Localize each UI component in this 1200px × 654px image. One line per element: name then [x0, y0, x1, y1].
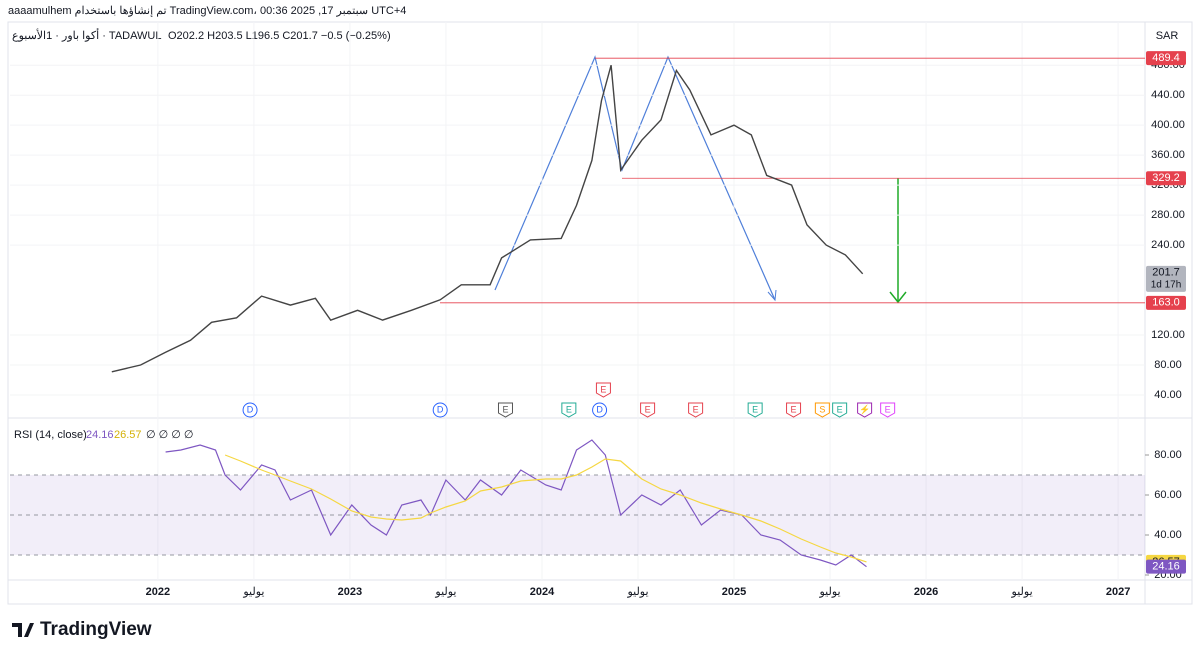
- event-badge: [432, 402, 448, 418]
- event-badge: [592, 402, 608, 418]
- event-icon: E: [747, 402, 763, 418]
- x-tick-label: يوليو: [818, 586, 840, 598]
- event-badge: [640, 402, 656, 418]
- event-badge: [832, 402, 848, 418]
- event-badge: [880, 402, 896, 418]
- rsi-tick-label: 80.00: [1154, 449, 1182, 461]
- event-label: D: [247, 404, 254, 414]
- event-badge: [814, 402, 830, 418]
- ohlc: O202.2 H203.5 L196.5 C201.7 −0.5 (−0.25%…: [168, 30, 391, 42]
- x-tick-label: يوليو: [242, 586, 264, 598]
- event-badge: [786, 402, 802, 418]
- level-tag: [1146, 295, 1186, 310]
- target-arrowhead: [889, 291, 907, 304]
- countdown: 1d 17h: [1151, 279, 1182, 290]
- series-line: [111, 65, 864, 373]
- event-icon: E: [880, 402, 896, 418]
- y-tick-label: 240.00: [1151, 239, 1185, 251]
- event-badge: [497, 402, 513, 418]
- x-tick-label: 2024: [530, 586, 555, 598]
- event-badge: [561, 402, 577, 418]
- event-icon: E: [561, 402, 577, 418]
- event-icon: S: [814, 402, 830, 418]
- y-tick-label: 440.00: [1151, 89, 1185, 101]
- series-line: [165, 439, 867, 568]
- event-badge: [688, 402, 704, 418]
- event-badge: [747, 402, 763, 418]
- currency: SAR: [1156, 30, 1179, 42]
- level-label: 163.0: [1152, 297, 1180, 309]
- event-label: E: [791, 404, 797, 414]
- event-icon: E: [832, 402, 848, 418]
- event-label: E: [693, 404, 699, 414]
- event-label: E: [752, 404, 758, 414]
- logo-text: TradingView: [40, 619, 152, 640]
- event-badge: [242, 402, 258, 418]
- rsi-value: 24.16: [1152, 561, 1180, 573]
- y-tick-label: 40.00: [1154, 389, 1182, 401]
- event-label: E: [566, 404, 572, 414]
- event-icon: E: [688, 402, 704, 418]
- logo-mark: [12, 623, 34, 637]
- level-tag: [1146, 51, 1186, 66]
- y-tick-label: 120.00: [1151, 329, 1185, 341]
- logo: TradingView: [12, 619, 152, 640]
- event-icon: ⚡: [857, 402, 873, 418]
- credit: aaaamulhem تم إنشاؤها باستخدام TradingVi…: [8, 5, 406, 17]
- zigzag-drawing: [494, 55, 776, 301]
- y-tick-label: 360.00: [1151, 149, 1185, 161]
- x-tick-label: 2022: [146, 586, 170, 598]
- event-icon: E: [640, 402, 656, 418]
- rsi-tick-label: 60.00: [1154, 489, 1182, 501]
- event-label: S: [819, 404, 825, 414]
- event-icon: E: [497, 402, 513, 418]
- zigzag-arrowhead: [767, 289, 777, 302]
- last-price: 201.7: [1152, 267, 1180, 279]
- x-tick-label: 2026: [914, 586, 938, 598]
- event-label: E: [837, 404, 843, 414]
- last-price-tag: [1146, 265, 1186, 292]
- x-tick-label: يوليو: [1011, 586, 1033, 598]
- chart-frame: [7, 21, 1193, 605]
- event-label: E: [645, 404, 651, 414]
- x-tick-label: 2023: [338, 586, 362, 598]
- rsi-value-tag: [1146, 559, 1186, 574]
- event-badge: [857, 402, 873, 418]
- event-icon: E: [786, 402, 802, 418]
- series-line: [224, 454, 867, 563]
- event-icon: D: [592, 402, 608, 418]
- event-icon: D: [432, 402, 448, 418]
- level-label: 489.4: [1152, 52, 1180, 64]
- y-tick-label: 80.00: [1154, 359, 1182, 371]
- y-tick-label: 280.00: [1151, 209, 1185, 221]
- event-label: ⚡: [859, 403, 870, 415]
- x-tick-label: يوليو: [434, 586, 456, 598]
- rsi-extra: ∅ ∅ ∅ ∅: [146, 429, 194, 441]
- event-label: E: [502, 404, 508, 414]
- event-label: D: [596, 404, 603, 414]
- level-label: 329.2: [1152, 172, 1180, 184]
- event-label: D: [437, 404, 444, 414]
- event-label: E: [885, 404, 891, 414]
- event-icon: D: [242, 402, 258, 418]
- event-badge: [595, 382, 611, 398]
- event-label: E: [600, 384, 606, 394]
- rsi-legend-value: 26.57: [114, 429, 142, 441]
- x-tick-label: يوليو: [626, 586, 648, 598]
- y-tick-label: 400.00: [1151, 119, 1185, 131]
- event-icon: E: [595, 382, 611, 398]
- rsi-tick-label: 40.00: [1154, 529, 1182, 541]
- rsi-legend-value: 24.16: [86, 429, 114, 441]
- rsi-title: RSI (14, close): [14, 429, 87, 441]
- symbol-title: أكوا باور · 1الأسبوع · TADAWUL: [12, 28, 162, 42]
- x-tick-label: 2025: [722, 586, 746, 598]
- level-tag: [1146, 171, 1186, 186]
- x-tick-label: 2027: [1106, 586, 1130, 598]
